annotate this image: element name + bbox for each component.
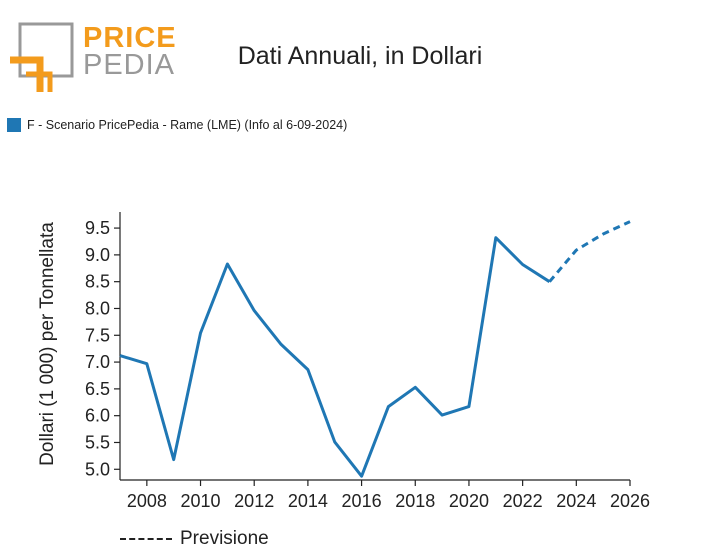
y-tick-label: 6.0 (85, 406, 110, 426)
y-tick-label: 8.5 (85, 272, 110, 292)
y-tick-label: 9.5 (85, 218, 110, 238)
x-tick-label: 2018 (395, 491, 435, 511)
forecast-legend-label: Previsione (180, 528, 269, 549)
logo-mark-icon (10, 22, 74, 92)
y-tick-label: 8.0 (85, 298, 110, 318)
x-tick-label: 2024 (556, 491, 596, 511)
legend-swatch (7, 118, 21, 132)
x-tick-label: 2016 (342, 491, 382, 511)
x-tick-label: 2014 (288, 491, 328, 511)
chart-legend[interactable]: F - Scenario PricePedia - Rame (LME) (In… (7, 118, 347, 132)
forecast-legend[interactable]: Previsione (120, 528, 269, 550)
legend-label: F - Scenario PricePedia - Rame (LME) (In… (27, 118, 348, 132)
logo-text-price: PRICE (83, 22, 177, 54)
y-tick-label: 5.0 (85, 459, 110, 479)
forecast-series-line (548, 220, 631, 283)
x-tick-label: 2022 (503, 491, 543, 511)
historical-series-line (119, 236, 551, 478)
x-tick-label: 2026 (610, 491, 650, 511)
y-tick-label: 6.5 (85, 379, 110, 399)
x-tick-label: 2008 (127, 491, 167, 511)
x-tick-label: 2020 (449, 491, 489, 511)
x-tick-label: 2010 (181, 491, 221, 511)
pricepedia-logo: PRICE PEDIA (6, 22, 176, 94)
y-tick-label: 7.0 (85, 352, 110, 372)
y-axis-label: Dollari (1 000) per Tonnellata (37, 222, 58, 466)
dashed-line-sample (120, 538, 172, 540)
logo-text-pedia: PEDIA (83, 49, 176, 81)
y-tick-label: 7.5 (85, 325, 110, 345)
y-tick-label: 9.0 (85, 245, 110, 265)
chart-title: Dati Annuali, in Dollari (237, 42, 483, 70)
x-tick-label: 2012 (234, 491, 274, 511)
y-tick-label: 5.5 (85, 432, 110, 452)
